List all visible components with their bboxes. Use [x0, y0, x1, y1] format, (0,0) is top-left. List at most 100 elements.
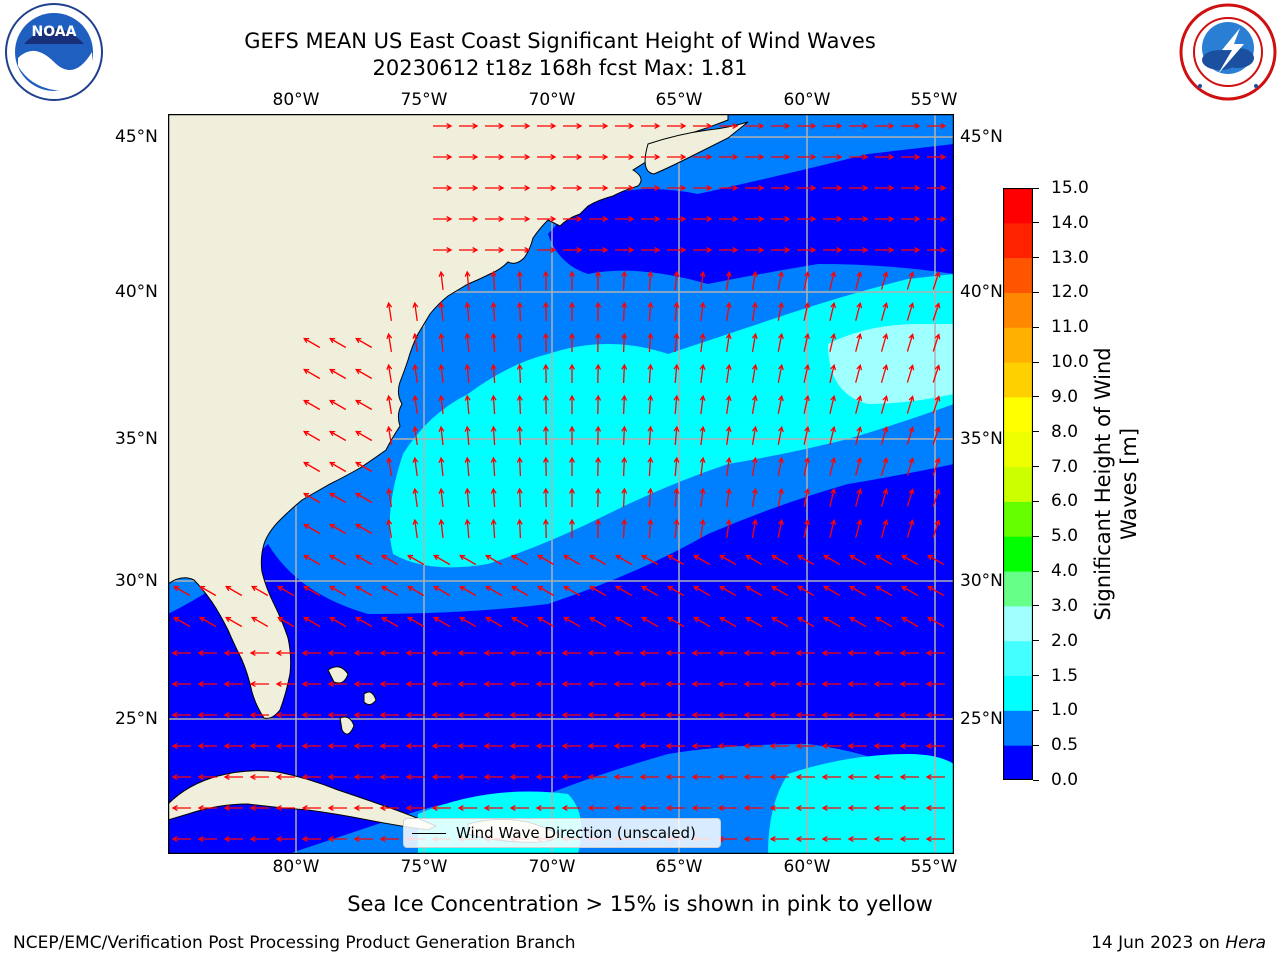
- wave-direction-arrow: [771, 216, 791, 222]
- wave-direction-arrow: [725, 363, 732, 383]
- wave-direction-arrow: [829, 487, 837, 507]
- right-lat-label: 25°N: [960, 709, 1003, 729]
- wave-direction-arrow: [412, 332, 419, 352]
- wave-direction-arrow: [873, 681, 893, 687]
- colorbar-tick-mark: [1033, 675, 1039, 677]
- wave-direction-arrow: [563, 585, 581, 597]
- wave-direction-arrow: [673, 394, 680, 415]
- wave-height-map: [167, 113, 955, 855]
- wave-direction-arrow: [223, 681, 243, 687]
- wave-direction-arrow: [509, 774, 529, 780]
- wave-direction-arrow: [901, 554, 919, 566]
- wave-direction-arrow: [595, 425, 602, 446]
- wave-direction-arrow: [743, 712, 763, 718]
- wave-direction-arrow: [803, 487, 810, 507]
- wave-direction-arrow: [563, 154, 583, 160]
- wave-direction-arrow: [693, 123, 713, 129]
- wave-direction-arrow: [563, 123, 583, 129]
- wave-direction-arrow: [647, 518, 654, 539]
- colorbar-label-line1: Significant Height of Wind: [1091, 347, 1115, 621]
- wave-direction-arrow: [433, 247, 453, 253]
- wave-direction-arrow: [511, 154, 531, 160]
- colorbar-swatches: [1002, 187, 1034, 781]
- wave-direction-arrow: [563, 185, 583, 191]
- wave-direction-arrow: [537, 247, 557, 253]
- wave-direction-arrow: [353, 681, 373, 687]
- wave-direction-arrow: [667, 123, 687, 129]
- colorbar-tick-label: 7.0: [1051, 456, 1079, 477]
- wave-direction-arrow: [223, 712, 243, 718]
- wave-direction-arrow: [516, 270, 523, 291]
- wave-direction-arrow: [873, 743, 893, 749]
- wave-direction-arrow: [438, 425, 445, 445]
- wave-direction-arrow: [667, 185, 687, 191]
- wave-direction-arrow: [329, 430, 347, 442]
- wave-direction-arrow: [303, 585, 321, 597]
- colorbar-tick-mark: [1033, 431, 1039, 433]
- wave-direction-arrow: [880, 457, 889, 476]
- wave-direction-arrow: [673, 363, 680, 384]
- wave-direction-arrow: [327, 681, 347, 687]
- wave-direction-arrow: [932, 488, 941, 507]
- wave-direction-arrow: [459, 585, 477, 597]
- wave-direction-arrow: [223, 650, 243, 656]
- wave-direction-arrow: [847, 805, 867, 811]
- wave-direction-arrow: [647, 301, 654, 322]
- wave-direction-arrow: [673, 425, 680, 446]
- wave-direction-arrow: [821, 681, 841, 687]
- wave-direction-arrow: [641, 123, 661, 129]
- wave-direction-arrow: [932, 519, 941, 538]
- colorbar-tick-mark: [1033, 222, 1039, 224]
- bottom-lon-label: 60°W: [783, 857, 831, 877]
- wave-direction-arrow: [275, 836, 295, 842]
- wave-direction-arrow: [823, 585, 841, 597]
- wave-direction-arrow: [880, 333, 889, 352]
- wave-direction-arrow: [511, 185, 531, 191]
- wave-direction-arrow: [459, 123, 479, 129]
- colorbar-swatch: [1003, 605, 1033, 642]
- wave-direction-arrow: [485, 123, 505, 129]
- wave-direction-arrow: [535, 681, 555, 687]
- wave-direction-arrow: [412, 425, 419, 445]
- wave-direction-arrow: [431, 650, 451, 656]
- wave-direction-arrow: [717, 743, 737, 749]
- wave-direction-arrow: [379, 774, 399, 780]
- wave-direction-arrow: [589, 585, 607, 597]
- wave-direction-arrow: [797, 554, 815, 566]
- wave-direction-arrow: [433, 216, 453, 222]
- wave-direction-arrow: [595, 363, 602, 384]
- wave-direction-arrow: [873, 774, 893, 780]
- nova-scotia-land: [644, 121, 749, 175]
- wave-direction-arrow: [535, 650, 555, 656]
- wave-direction-arrow: [771, 154, 791, 160]
- wave-direction-arrow: [561, 743, 581, 749]
- wave-direction-arrow: [691, 712, 711, 718]
- right-lat-label: 40°N: [960, 282, 1003, 302]
- wave-direction-arrow: [717, 774, 737, 780]
- wave-direction-arrow: [873, 805, 893, 811]
- wave-direction-arrow: [589, 216, 609, 222]
- colorbar-tick-label: 10.0: [1051, 352, 1089, 373]
- wave-direction-arrow: [899, 774, 919, 780]
- wave-direction-arrow: [925, 681, 945, 687]
- colorbar-frame: [1002, 187, 1034, 781]
- wave-direction-arrow: [485, 554, 503, 566]
- wave-direction-arrow: [797, 123, 817, 129]
- wave-direction-arrow: [407, 616, 425, 628]
- wave-direction-arrow: [647, 363, 654, 384]
- wave-direction-arrow: [173, 585, 191, 597]
- wave-direction-arrow: [803, 301, 810, 321]
- wave-direction-arrow: [849, 554, 867, 566]
- wave-direction-arrow: [249, 774, 269, 780]
- wave-direction-arrow: [821, 836, 841, 842]
- wave-direction-arrow: [407, 554, 425, 566]
- wave-direction-arrow: [386, 363, 393, 384]
- wave-direction-arrow: [542, 270, 549, 291]
- wave-direction-arrow: [821, 743, 841, 749]
- wave-direction-arrow: [438, 363, 445, 383]
- wave-direction-arrow: [511, 616, 529, 628]
- wave-direction-arrow: [880, 364, 889, 383]
- wave-direction-arrow: [725, 301, 732, 321]
- wave-direction-arrow: [249, 836, 269, 842]
- wave-direction-arrow: [223, 836, 243, 842]
